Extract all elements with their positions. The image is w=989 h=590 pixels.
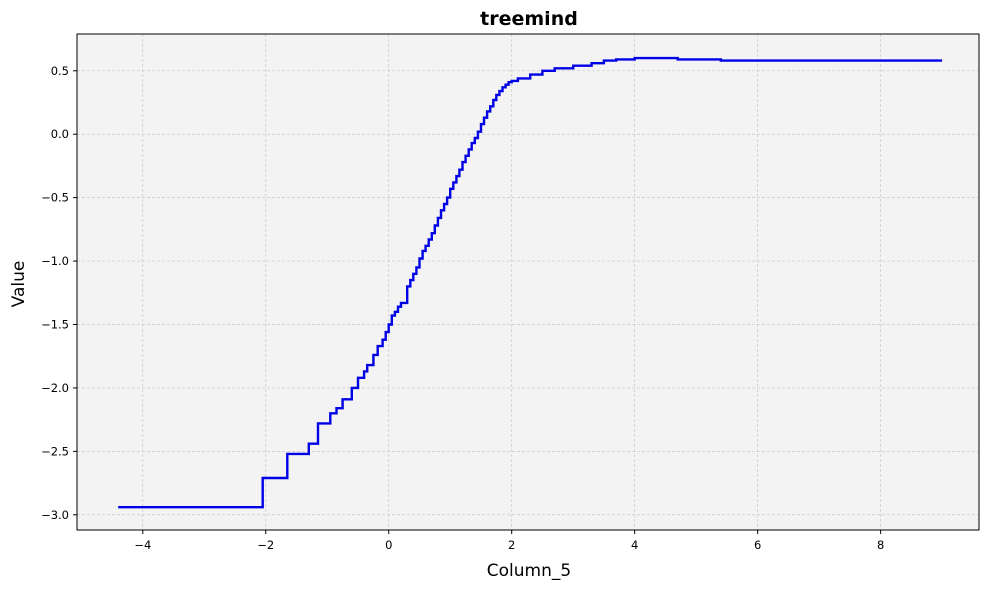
y-tick-label: −1.5 <box>41 317 69 331</box>
x-tick-label: 6 <box>754 538 761 552</box>
y-tick-label: −0.5 <box>41 191 69 205</box>
y-tick-label: 0.0 <box>51 127 69 141</box>
x-tick-label: 8 <box>877 538 884 552</box>
y-tick-label: −2.5 <box>41 444 69 458</box>
plot-area <box>77 34 979 530</box>
y-tick-label: −2.0 <box>41 381 69 395</box>
plot-frame <box>76 33 980 531</box>
x-tick-label: 4 <box>631 538 638 552</box>
x-tick-label: −2 <box>257 538 274 552</box>
x-tick-label: −4 <box>134 538 151 552</box>
x-tick-label: 2 <box>508 538 515 552</box>
y-axis: −3.0 −2.5 −2.0 −1.5 −1.0 −0.5 0.0 0.5 <box>41 64 77 522</box>
grid <box>77 34 979 530</box>
x-axis: −4 −2 0 2 4 6 8 <box>134 530 884 552</box>
y-tick-label: 0.5 <box>51 64 69 78</box>
y-axis-label: Value <box>9 261 29 308</box>
x-axis-label: Column_5 <box>487 561 571 581</box>
y-tick-label: −1.0 <box>41 254 69 268</box>
series-line <box>118 56 943 509</box>
y-tick-label: −3.0 <box>41 508 69 522</box>
chart-title: treemind <box>480 8 578 30</box>
x-tick-label: 0 <box>385 538 392 552</box>
